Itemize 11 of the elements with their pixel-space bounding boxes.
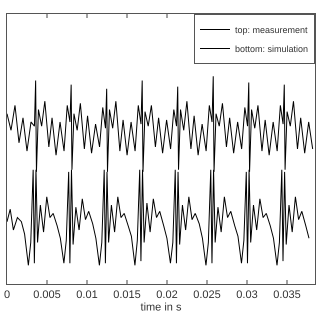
legend-label: bottom: simulation [235, 44, 308, 54]
x-tick-label: 0.035 [273, 289, 301, 302]
x-axis-title: time in s [140, 301, 182, 314]
x-tick-label: 0.015 [113, 289, 141, 302]
x-tick-label: 0.02 [156, 289, 178, 302]
x-tick-label: 0.005 [33, 289, 61, 302]
legend-label: top: measurement [235, 25, 308, 36]
x-tick-label: 0.025 [193, 289, 221, 302]
x-tick-label: 0.01 [76, 289, 98, 302]
x-tick-label: 0 [4, 289, 10, 302]
x-tick-label: 0.03 [236, 289, 258, 302]
